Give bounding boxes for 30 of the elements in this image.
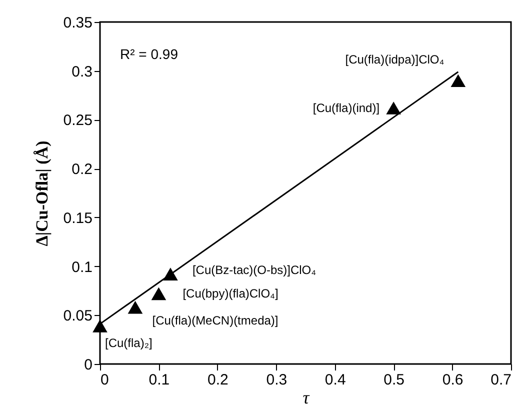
x-tick-label: 0.6 — [442, 372, 464, 388]
point — [151, 287, 166, 300]
point — [92, 319, 108, 332]
x-tick-label: 0.1 — [148, 372, 170, 388]
annotation: R² = 0.99 — [120, 46, 178, 62]
point — [128, 300, 143, 314]
x-tick-label: 0.2 — [208, 372, 228, 388]
y-tick-label: 0.25 — [63, 112, 92, 130]
annotation: [Cu(Bz-tac)(O-bs)]ClO₄ — [192, 263, 316, 278]
y-tick-label: 0.15 — [63, 210, 92, 227]
annotation: [Cu(fla)(MeCN)(tmeda)] — [152, 313, 278, 328]
x-tick-label: 0.5 — [384, 372, 404, 388]
x-tick-label: 0.3 — [266, 372, 288, 388]
y-tick-label: 0.3 — [72, 63, 92, 80]
annotation: [Cu(fla)(ind)] — [312, 100, 380, 115]
y-axis-title: Δ|Cu-Ofla| (Å) — [32, 140, 52, 246]
annotation: [Cu(fla)(idpa)]ClO₄ — [345, 52, 444, 67]
point — [386, 102, 401, 114]
y-tick-label: 0 — [84, 356, 92, 374]
x-tick-label: 0 — [100, 372, 109, 388]
point — [450, 74, 466, 88]
x-tick-label: 0.4 — [324, 372, 346, 388]
y-tick-label: 0.05 — [63, 308, 92, 325]
y-tick-label: 0.2 — [72, 161, 92, 178]
x-axis-title: τ — [302, 388, 310, 408]
annotation: [Cu(bpy)(fla)ClO₄] — [182, 286, 278, 301]
annotation: [Cu(fla)₂] — [105, 336, 152, 350]
y-tick-label: 0.1 — [72, 258, 92, 276]
y-tick-label: 0.35 — [63, 14, 92, 32]
x-tick-label: 0.7 — [490, 372, 512, 388]
